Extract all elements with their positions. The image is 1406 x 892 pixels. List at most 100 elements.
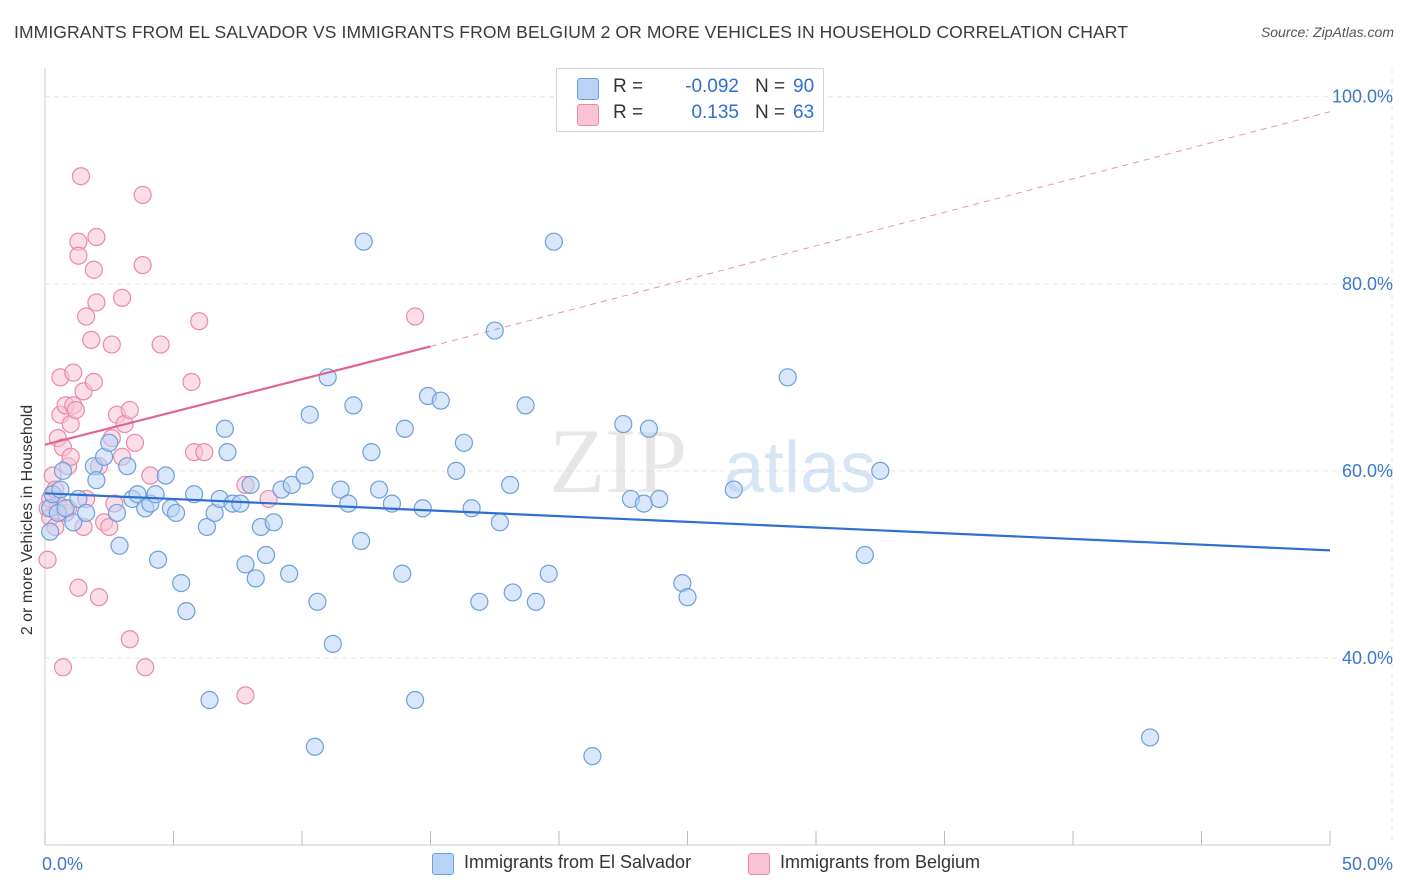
belgium-point [66,400,85,420]
el-salvador-point [256,545,276,565]
legend-n-label: N = [755,102,786,123]
legend-r-value: 0.135 [691,102,739,123]
el-salvador-point [724,480,743,499]
el-salvador-point [447,461,466,480]
x-tick-label: 50.0% [1342,854,1393,874]
correlation-legend: R = -0.092 N = 90 R = 0.135 N = 63 [556,68,824,132]
el-salvador-point [344,396,363,415]
belgium-point [89,588,109,607]
belgium-point [87,293,106,312]
legend-n-label: N = [755,76,786,97]
el-salvador-point [241,475,260,494]
bottom-legend-swatch-pink [748,853,770,875]
belgium-point [195,443,214,462]
el-salvador-point [148,550,168,569]
belgium-point [133,255,152,275]
el-salvador-point [501,475,520,494]
el-salvador-point [300,405,319,424]
belgium-point [84,372,103,392]
el-salvador-point [855,545,874,565]
el-salvador-point [470,592,489,611]
el-salvador-point [778,368,797,387]
belgium-point [405,307,425,326]
el-salvador-point [650,489,669,509]
belgium-trend-extension [430,111,1331,347]
el-salvador-trend-line [44,492,1331,552]
el-salvador-point [264,513,283,532]
el-salvador-point [231,494,250,513]
belgium-point [69,578,88,597]
legend-r-value: -0.092 [685,76,739,97]
el-salvador-point [678,588,697,607]
y-tick-label: 60.0% [1342,461,1393,481]
bottom-legend-label: Immigrants from El Salvador [464,852,692,872]
el-salvador-point [431,391,450,410]
el-salvador-point [110,536,129,555]
belgium-point [151,335,170,354]
el-salvador-point [370,480,389,499]
belgium-point [141,466,160,485]
el-salvador-point [871,461,890,480]
watermark: ZIP atlas [549,410,876,512]
legend-n-value: 90 [793,76,815,97]
el-salvador-point [331,480,350,499]
el-salvador-point [395,419,414,438]
el-salvador-point [218,443,237,462]
el-salvador-point [77,503,96,523]
belgium-point [133,185,152,205]
el-salvador-point [236,555,255,574]
el-salvador-point [526,592,545,611]
belgium-point [84,260,103,279]
belgium-point [82,330,101,350]
el-salvador-point [323,634,342,653]
el-salvador-point [100,433,119,452]
el-salvador-point [166,503,186,523]
belgium-point [64,363,83,382]
el-salvador-point [544,232,563,251]
belgium-point [69,246,88,265]
trend-lines [44,111,1331,552]
el-salvador-point [280,564,299,583]
el-salvador-point [503,583,522,602]
belgium-point [38,550,57,569]
el-salvador-point [308,592,327,611]
el-salvador-point [184,485,204,504]
el-salvador-point [354,232,373,251]
belgium-point [100,517,119,537]
watermark-atlas: atlas [724,428,876,508]
el-salvador-point [583,747,602,766]
legend-swatch-blue [577,78,599,100]
y-axis-label-wrap: 2 or more Vehicles in Household [8,200,48,840]
belgium-point [53,658,73,677]
source-credit: Source: ZipAtlas.com [1260,24,1394,40]
el-salvador-point [305,737,324,756]
legend-n-value: 63 [793,102,815,123]
bottom-legend-label: Immigrants from Belgium [780,852,981,872]
el-salvador-point [177,602,196,621]
legend-swatch-pink [577,104,599,126]
el-salvador-point [539,564,558,583]
belgium-point [190,312,209,331]
tick-labels: 40.0% 60.0% 80.0% 100.0% 0.0% 50.0% [42,87,1393,874]
el-salvador-point [197,517,217,537]
legend-r-label: R = [613,76,644,97]
el-salvador-point [246,569,265,588]
el-salvador-point [614,414,633,434]
el-salvador-point [393,564,412,583]
el-salvador-point [352,531,371,551]
belgium-point [136,658,155,677]
el-salvador-point [282,475,301,494]
legend-r-label: R = [613,102,644,123]
belgium-point [87,227,106,247]
el-salvador-point [639,419,659,438]
el-salvador-point [490,513,509,532]
el-salvador-point [53,461,73,480]
gridlines [45,70,1393,845]
el-salvador-point [339,494,358,513]
belgium-trend-line [44,345,431,446]
el-salvador-point [485,321,504,340]
el-salvador-point [413,499,432,518]
y-tick-label: 100.0% [1332,87,1393,107]
belgium-point [77,307,96,326]
y-axis-label: 2 or more Vehicles in Household [19,404,36,636]
